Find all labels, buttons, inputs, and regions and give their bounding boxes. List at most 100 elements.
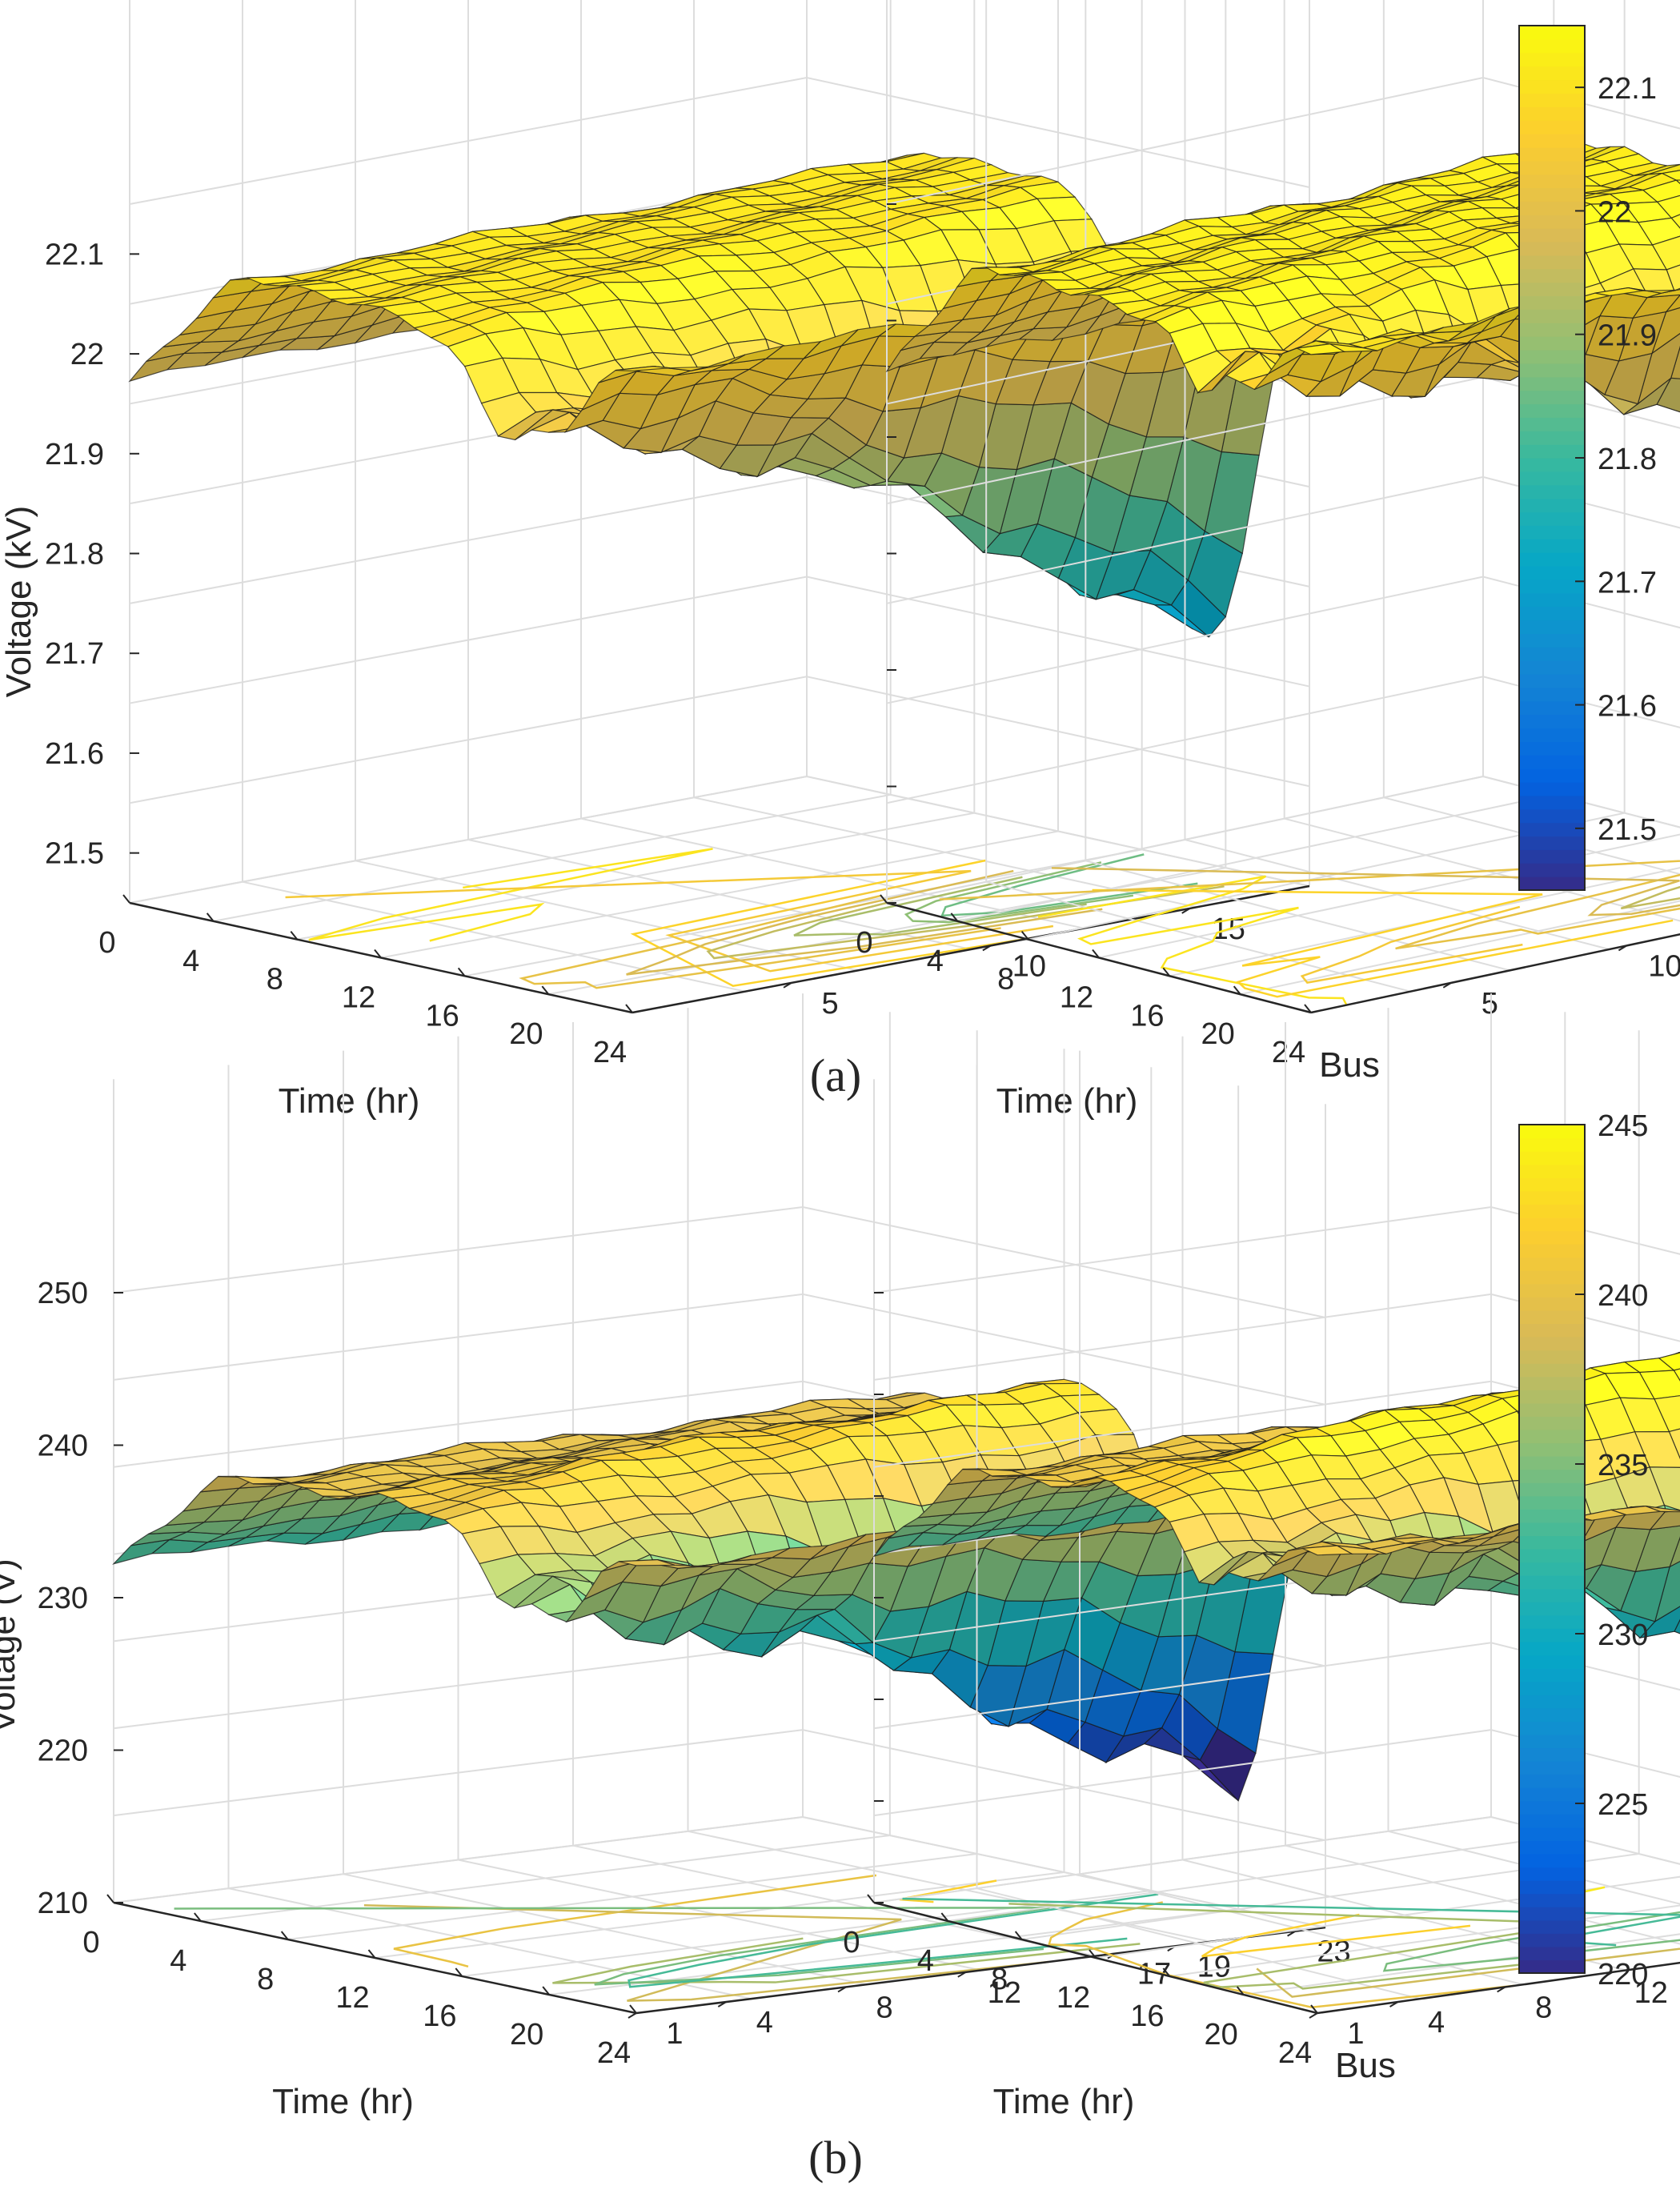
y-tick-label: 12 <box>1634 1976 1668 2010</box>
x-tick-label: 24 <box>1272 1036 1305 1069</box>
contour-line <box>939 860 1680 950</box>
x-tick <box>1233 985 1241 995</box>
y-tick-label: 5 <box>821 987 838 1021</box>
colorbar-swatch <box>1519 755 1585 769</box>
x-tick-label: 8 <box>257 1963 274 1996</box>
colorbar-tick-label: 22.1 <box>1598 72 1657 106</box>
z-tick-label: 21.5 <box>45 837 104 871</box>
x-tick <box>867 1894 875 1903</box>
x-tick <box>1236 1986 1245 1995</box>
colorbar-swatch <box>1519 714 1585 729</box>
colorbar-swatch <box>1519 1429 1585 1444</box>
x-tick-label: 24 <box>597 2036 631 2070</box>
x-tick-label: 0 <box>856 926 872 960</box>
colorbar-swatch <box>1519 1959 1585 1974</box>
colorbar-swatch <box>1519 146 1585 162</box>
x-tick <box>194 1912 202 1922</box>
colorbar-swatch <box>1519 120 1585 134</box>
y-tick-label: 12 <box>988 1976 1021 2010</box>
colorbar-swatch <box>1519 647 1585 661</box>
colorbar-swatch <box>1519 1257 1585 1271</box>
plot-a-right: 0481216202451015Time (hr)Bus <box>856 0 1680 1121</box>
x-tick-label: 8 <box>997 963 1014 997</box>
y-axis-line <box>1317 1961 1680 2015</box>
grid-line <box>355 860 859 972</box>
colorbar-swatch <box>1519 1800 1585 1815</box>
contour-line <box>626 869 1103 976</box>
x-tick <box>1092 949 1100 959</box>
contour-line <box>793 876 1087 937</box>
grid-line <box>113 1729 1326 1842</box>
y-tick-label: 5 <box>1482 987 1498 1021</box>
contour-line <box>1300 905 1523 984</box>
colorbar-swatch <box>1519 1442 1585 1457</box>
colorbar-swatch <box>1519 444 1585 459</box>
colorbar-swatch <box>1519 1827 1585 1841</box>
colorbar-swatch <box>1519 1814 1585 1828</box>
colorbar-swatch <box>1519 417 1585 431</box>
x-tick-label: 8 <box>267 963 283 997</box>
grid-line <box>688 1830 1211 1943</box>
x-axis-label: Time (hr) <box>272 2082 414 2121</box>
colorbar-swatch <box>1519 863 1585 877</box>
grid-line <box>129 676 1310 804</box>
colorbar-swatch <box>1519 376 1585 391</box>
colorbar-swatch <box>1519 1747 1585 1762</box>
x-tick-label: 0 <box>843 1926 860 1959</box>
colorbar-swatch <box>1519 1456 1585 1470</box>
x-axis-label: Time (hr) <box>993 2082 1135 2121</box>
colorbar-swatch <box>1519 1641 1585 1656</box>
x-axis-label: Time (hr) <box>279 1081 420 1121</box>
x-tick-label: 12 <box>342 981 375 1015</box>
colorbar-swatch <box>1519 1125 1585 1139</box>
y-tick-label: 8 <box>1535 1991 1552 2024</box>
y-axis-line <box>1310 933 1680 1014</box>
grid-line <box>129 76 1310 205</box>
grid-line <box>1284 817 1680 922</box>
colorbar-swatch <box>1519 403 1585 418</box>
colorbar-swatch <box>1519 215 1585 229</box>
x-tick <box>457 967 466 977</box>
x-tick-label: 16 <box>1130 999 1164 1033</box>
colorbar-swatch <box>1519 160 1585 175</box>
colorbar-swatch <box>1519 1495 1585 1510</box>
grid-line <box>572 1844 1097 1957</box>
y-tick <box>783 981 792 989</box>
z-axis-label: Voltage (kV) <box>0 506 38 698</box>
colorbar-tick-label: 21.8 <box>1598 443 1657 476</box>
colorbar-tick-label: 21.6 <box>1598 690 1657 724</box>
grid-line <box>985 880 1411 993</box>
z-tick-label: 21.8 <box>45 538 104 572</box>
colorbar-swatch <box>1519 552 1585 567</box>
z-tick-label: 21.9 <box>45 438 104 471</box>
y-tick <box>1309 2012 1318 2019</box>
colorbar-swatch <box>1519 1363 1585 1378</box>
grid-line <box>113 1205 1326 1318</box>
y-tick <box>1442 981 1452 989</box>
x-tick <box>1162 967 1171 977</box>
x-tick <box>1014 1931 1023 1940</box>
contour-line <box>1037 875 1348 1006</box>
colorbar-swatch <box>1519 282 1585 297</box>
colorbar-swatch <box>1519 484 1585 499</box>
y-tick-label: 1 <box>1347 2017 1364 2051</box>
colorbar-swatch <box>1519 687 1585 702</box>
contour-line <box>627 1893 1159 1988</box>
axes: 0481216202414812171923Time (hr)Bus <box>843 1292 1680 2121</box>
colorbar-swatch <box>1519 579 1585 594</box>
x-tick <box>629 2004 637 2014</box>
colorbar-swatch <box>1519 1297 1585 1311</box>
colorbar-swatch <box>1519 1244 1585 1258</box>
colorbar-swatch <box>1519 1734 1585 1749</box>
colorbar-swatch <box>1519 511 1585 526</box>
contour-line <box>902 1897 1680 1947</box>
grid-line <box>1095 1875 1680 1959</box>
colorbar-b: 220 225 230 235 240 245 <box>1518 1109 1648 1991</box>
x-tick <box>1162 1967 1171 1977</box>
colorbar-swatch <box>1519 1230 1585 1245</box>
x-tick-label: 20 <box>509 1017 543 1051</box>
contour-line <box>519 894 1001 989</box>
y-axis-label: Bus <box>1319 1045 1380 1085</box>
colorbar-swatch <box>1519 1933 1585 1947</box>
colorbar-swatch <box>1519 1668 1585 1683</box>
